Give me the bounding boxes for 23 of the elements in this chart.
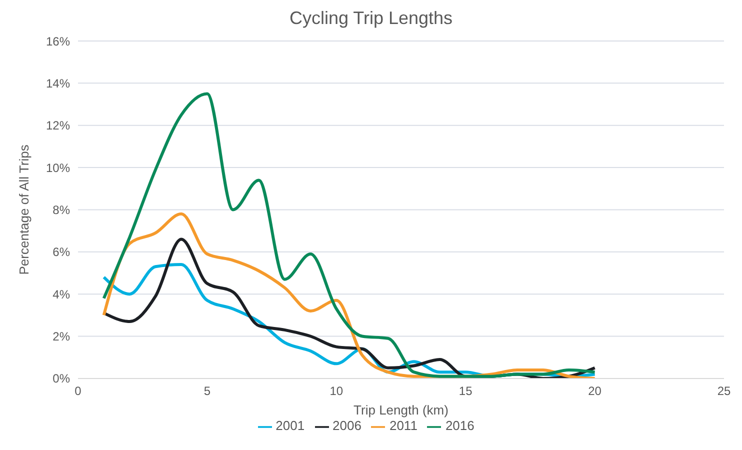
x-axis-title: Trip Length (km)	[354, 402, 448, 418]
line-series	[102, 92, 596, 378]
legend-label: 2006	[332, 418, 362, 434]
chart-title: Cycling Trip Lengths	[288, 8, 454, 29]
x-tick-label: 5	[204, 384, 211, 398]
y-tick-label: 6%	[52, 245, 70, 260]
x-tick-label: 15	[458, 384, 473, 398]
y-tick-label: 14%	[46, 76, 70, 90]
x-tick-label: 20	[588, 384, 602, 398]
x-tick-label: 25	[717, 384, 731, 398]
legend-label: 2001	[276, 418, 305, 434]
x-tick-label: 10	[330, 384, 344, 398]
y-tick-label: 10%	[46, 160, 70, 175]
legend-label: 2016	[445, 418, 474, 434]
legend-label: 2011	[389, 418, 418, 434]
x-tick-label: 0	[74, 384, 82, 398]
y-tick-label: 16%	[46, 34, 70, 48]
y-axis-title: Percentage of All Trips	[16, 144, 32, 275]
y-tick-label: 4%	[52, 287, 70, 302]
y-tick-label: 2%	[52, 330, 70, 344]
y-tick-label: 12%	[46, 118, 70, 133]
y-tick-label: 8%	[52, 202, 70, 217]
y-tick-label: 0%	[52, 372, 70, 386]
